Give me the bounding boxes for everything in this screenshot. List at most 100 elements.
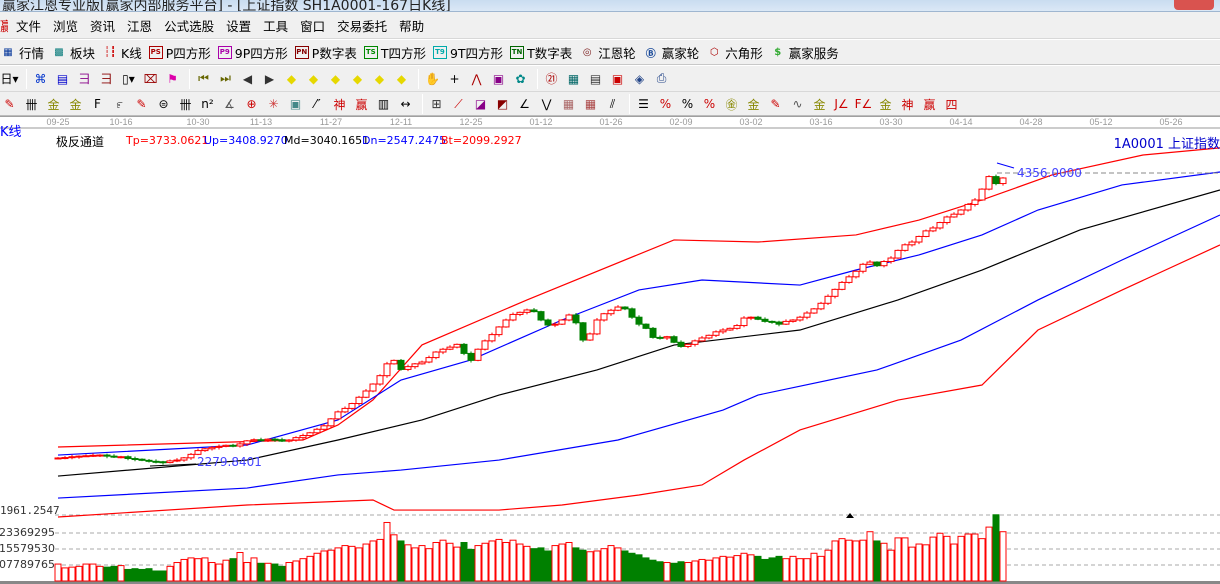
box-icon[interactable]: ⊞ — [431, 97, 442, 111]
hand-icon[interactable]: ✋ — [425, 71, 440, 86]
parallel-icon[interactable]: 卌 — [179, 97, 192, 112]
menu-1[interactable]: 浏览 — [53, 18, 79, 34]
close-button[interactable] — [1174, 0, 1214, 10]
ruler-icon[interactable]: ▥ — [377, 97, 390, 111]
toolbar-button-big-wheel[interactable]: Ⓑ 赢家轮 — [643, 43, 700, 62]
fan-box2-icon[interactable]: ◩ — [496, 97, 509, 111]
toolbar-button-tn[interactable]: TN T数字表 — [510, 43, 572, 62]
f-fan-icon[interactable]: F∠ — [854, 97, 873, 111]
gold-box-icon[interactable]: 金 — [813, 97, 826, 112]
target-icon[interactable]: ⊕ — [246, 97, 257, 111]
god-fan-icon[interactable]: 神 — [901, 97, 914, 112]
wave-icon[interactable]: ∿ — [792, 97, 803, 111]
toolbar-button-kline[interactable]: ┆┇ K线 — [102, 43, 142, 62]
menu-8[interactable]: 交易委托 — [337, 18, 388, 34]
calendar-icon[interactable]: ㉑ — [545, 72, 558, 86]
percent-lines-icon[interactable]: % — [703, 97, 716, 111]
toolbar-button-t9[interactable]: T9 9T四方形 — [432, 43, 503, 62]
menu-3[interactable]: 江恩 — [127, 18, 153, 34]
sign-expand-icon[interactable]: ◆ — [330, 71, 341, 86]
sign-shrink-icon[interactable]: ◆ — [352, 71, 363, 86]
pen-icon[interactable]: ✎ — [4, 97, 15, 111]
four-fan-icon[interactable]: 四 — [945, 97, 958, 112]
grid2-icon[interactable]: ▦ — [584, 97, 597, 111]
gold-fan-icon[interactable]: 金 — [879, 97, 892, 112]
period-day-dropdown[interactable]: 日▾ — [0, 72, 19, 86]
notepad-icon[interactable]: ▤ — [589, 71, 602, 86]
line-icon[interactable]: ⋀ — [471, 71, 482, 86]
square-grid-icon[interactable]: ▣ — [289, 97, 302, 111]
toolbar-button-p9[interactable]: P9 9P四方形 — [217, 43, 288, 62]
map-icon[interactable]: ⌘ — [34, 71, 47, 86]
formula-icon[interactable]: ▣ — [492, 71, 505, 86]
brain-icon[interactable]: ✿ — [515, 71, 526, 86]
menu-7[interactable]: 窗口 — [300, 18, 326, 34]
toolbar-button-quote-table[interactable]: ▦ 行情 — [0, 43, 44, 62]
tick-icon[interactable]: ⁄″ — [314, 97, 321, 111]
kline-chart[interactable]: 09-25 10-16 10-30 11-13 11-27 12-11 12-25 01-12… — [0, 115, 1220, 584]
toolbar-label: K线 — [121, 45, 142, 61]
left-arrow-icon[interactable]: ◀ — [242, 71, 253, 86]
toolbar-button-gann-wheel[interactable]: ◎ 江恩轮 — [579, 43, 636, 62]
gold-circle-icon[interactable]: ㊎ — [725, 97, 738, 112]
first-icon[interactable]: ⏮ — [198, 71, 209, 85]
chart-canvas[interactable]: 09-25 10-16 10-30 11-13 11-27 12-11 12-25 01-12… — [0, 115, 1220, 584]
menu-6[interactable]: 工具 — [263, 18, 289, 34]
toolbar-button-dollar[interactable]: $ 赢家服务 — [770, 43, 839, 62]
network-icon[interactable]: ◈ — [634, 71, 645, 86]
menu-0[interactable]: 文件 — [16, 18, 42, 34]
spiral-icon[interactable]: ೯ — [116, 96, 123, 111]
n2-icon[interactable]: n² — [201, 97, 214, 111]
menu-4[interactable]: 公式选股 — [164, 18, 215, 34]
last-icon[interactable]: ⏭ — [220, 71, 231, 85]
sign-vexpand-icon[interactable]: ◆ — [396, 71, 407, 86]
gold-lines-icon[interactable]: 金 — [47, 97, 60, 112]
measure-icon[interactable]: ↔ — [400, 97, 411, 111]
toolbar-button-ts[interactable]: TS T四方形 — [363, 43, 426, 62]
fan-icon[interactable]: ⟋ — [454, 96, 463, 111]
fan-lines-icon[interactable]: ∠ — [519, 97, 530, 111]
percent-icon[interactable]: % — [681, 97, 694, 111]
win-icon[interactable]: 赢 — [355, 97, 368, 112]
gold-lines2-icon[interactable]: 金 — [69, 97, 82, 112]
calculator-icon[interactable]: ▦ — [567, 71, 580, 86]
clipboard-icon[interactable]: ▤ — [56, 71, 69, 86]
chart9-icon[interactable]: ⺕ — [100, 72, 113, 86]
grid-icon[interactable]: ▦ — [562, 97, 575, 111]
zigzag-icon[interactable]: ⋁ — [541, 97, 552, 111]
toolbar-button-hexagon[interactable]: ⬡ 六角形 — [706, 43, 763, 62]
toolbar-button-sector-blocks[interactable]: ▩ 板块 — [51, 43, 95, 62]
circle-lines-icon[interactable]: ⊜ — [158, 97, 169, 111]
printer-icon[interactable]: ⎙ — [656, 71, 667, 85]
sign-left-icon[interactable]: ◆ — [286, 71, 297, 86]
slant-lines-icon[interactable]: ⫽ — [609, 96, 616, 111]
candle-body — [138, 458, 146, 461]
chart3-icon[interactable]: ⺕ — [78, 72, 91, 86]
god-icon[interactable]: 神 — [333, 97, 346, 112]
toolbar-button-ps[interactable]: PS P四方形 — [148, 43, 211, 62]
crosshair-icon[interactable]: + — [449, 71, 460, 86]
fan-box-icon[interactable]: ◪ — [474, 97, 487, 111]
candle-dropdown[interactable]: ▯▾ — [122, 71, 135, 86]
right-arrow-icon[interactable]: ▶ — [264, 71, 275, 86]
sign-vshrink-icon[interactable]: ◆ — [374, 71, 385, 86]
pen-lines-icon[interactable]: ✎ — [770, 97, 781, 111]
stamp-icon[interactable]: ⌧ — [143, 71, 158, 86]
lines-icon[interactable]: 卌 — [25, 97, 38, 112]
marker-icon[interactable]: ✎ — [136, 97, 147, 111]
menu-2[interactable]: 资讯 — [90, 18, 116, 34]
angle-icon[interactable]: ∡ — [224, 97, 235, 111]
toolbar-button-pn[interactable]: PN P数字表 — [294, 43, 357, 62]
flag-icon[interactable]: ⚑ — [167, 71, 178, 86]
gold-lines3-icon[interactable]: 金 — [747, 97, 760, 112]
win-fan-icon[interactable]: 赢 — [923, 97, 936, 112]
fib-icon[interactable]: F — [94, 97, 101, 111]
percent-slant-icon[interactable]: % — [659, 97, 672, 111]
menu-5[interactable]: 设置 — [226, 18, 252, 34]
sign-right-icon[interactable]: ◆ — [308, 71, 319, 86]
table-lines-icon[interactable]: ☰ — [638, 97, 649, 111]
web-icon[interactable]: ✳ — [268, 97, 279, 111]
menu-9[interactable]: 帮助 — [399, 18, 425, 34]
save-icon[interactable]: ▣ — [611, 71, 624, 86]
j-fan-icon[interactable]: J∠ — [834, 97, 849, 111]
